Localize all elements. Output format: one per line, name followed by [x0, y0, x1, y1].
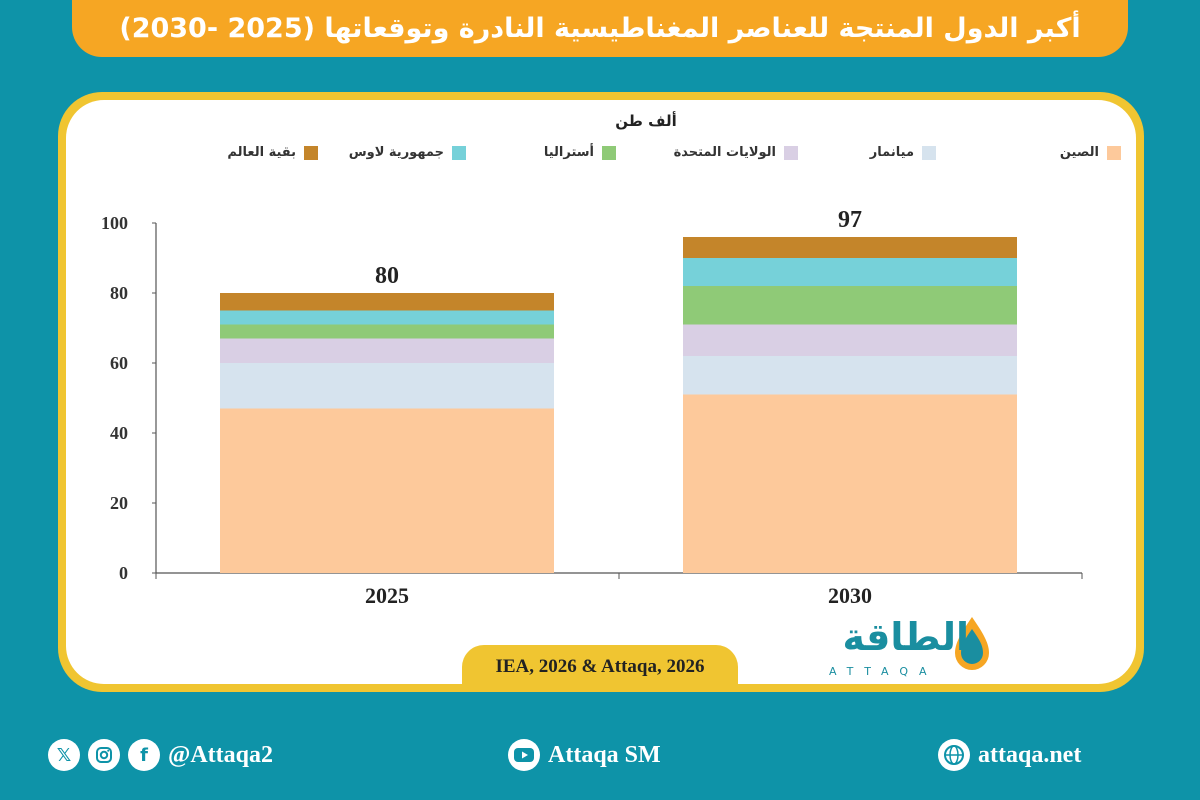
- facebook-icon[interactable]: f: [128, 739, 160, 771]
- y-tick-label: 20: [110, 493, 128, 513]
- x-tick-label: 2025: [365, 583, 409, 608]
- bar-total-label: 97: [838, 207, 862, 233]
- title-banner: أكبر الدول المنتجة للعناصر المغناطيسية ا…: [72, 0, 1128, 57]
- legend-swatch: [922, 145, 936, 160]
- legend-item: الصين: [1060, 145, 1121, 160]
- bar-segment: [220, 363, 554, 409]
- bar-segment: [220, 324, 554, 339]
- legend-label: الصين: [1059, 145, 1099, 160]
- bar-segment: [220, 338, 554, 363]
- bar-segment: [220, 408, 554, 573]
- source-label: IEA, 2026 & Attaqa, 2026: [462, 645, 738, 684]
- y-tick-label: 100: [101, 213, 128, 233]
- legend-item: جمهورية لاوس: [349, 145, 466, 160]
- website-link[interactable]: attaqa.net: [938, 735, 1081, 775]
- legend-label: بقية العالم: [227, 145, 296, 160]
- legend-item: ميانمار: [870, 145, 936, 160]
- legend-label: الولايات المتحدة: [673, 145, 776, 160]
- bar-segment: [683, 394, 1017, 573]
- bar-total-label: 80: [375, 263, 399, 289]
- attaqa-logo: الطاقة ATTAQA: [811, 615, 991, 684]
- y-tick-label: 60: [110, 353, 128, 373]
- bar-segment: [683, 258, 1017, 286]
- social-links: 𝕏 f @Attaqa2: [48, 735, 273, 775]
- website-label: attaqa.net: [978, 741, 1082, 768]
- y-tick-label: 0: [119, 563, 128, 583]
- globe-icon: [938, 739, 970, 771]
- legend-label: ميانمار: [869, 145, 914, 160]
- legend-swatch: [1107, 145, 1121, 160]
- legend-label: جمهورية لاوس: [348, 145, 444, 160]
- bar-segment: [683, 324, 1017, 356]
- youtube-label: Attaqa SM: [548, 741, 661, 768]
- logo-arabic: الطاقة: [842, 615, 969, 659]
- youtube-link[interactable]: Attaqa SM: [508, 735, 661, 775]
- legend-swatch: [304, 145, 318, 160]
- legend-swatch: [784, 145, 798, 160]
- legend-label: أستراليا: [543, 145, 594, 160]
- x-icon[interactable]: 𝕏: [48, 739, 80, 771]
- unit-label: ألف طن: [615, 112, 677, 130]
- y-tick-label: 80: [110, 283, 128, 303]
- chart-card: ألف طن الصين ميانمار الولايات المتحدة أسترا…: [66, 100, 1136, 684]
- bar-segment: [220, 310, 554, 325]
- logo-english: ATTAQA: [829, 665, 938, 678]
- legend-item: الولايات المتحدة: [674, 145, 798, 160]
- y-tick-label: 40: [110, 423, 128, 443]
- x-tick-label: 2030: [828, 583, 872, 608]
- chart-plot: 0 20 40 60 80 100 80 2025 97 2030: [101, 207, 1083, 608]
- legend: الصين ميانمار الولايات المتحدة أستراليا جمهو…: [66, 145, 1136, 169]
- legend-item: أستراليا: [544, 145, 616, 160]
- legend-swatch: [452, 145, 466, 160]
- bar-segment: [683, 286, 1017, 325]
- instagram-icon[interactable]: [88, 739, 120, 771]
- youtube-icon: [508, 739, 540, 771]
- bar-segment: [683, 237, 1017, 258]
- legend-item: بقية العالم: [227, 145, 318, 160]
- chart-title: أكبر الدول المنتجة للعناصر المغناطيسية ا…: [119, 13, 1081, 44]
- legend-swatch: [602, 145, 616, 160]
- social-handle[interactable]: @Attaqa2: [168, 741, 273, 768]
- bar-segment: [220, 293, 554, 311]
- bar-segment: [683, 356, 1017, 395]
- flame-drop-icon: [955, 617, 989, 670]
